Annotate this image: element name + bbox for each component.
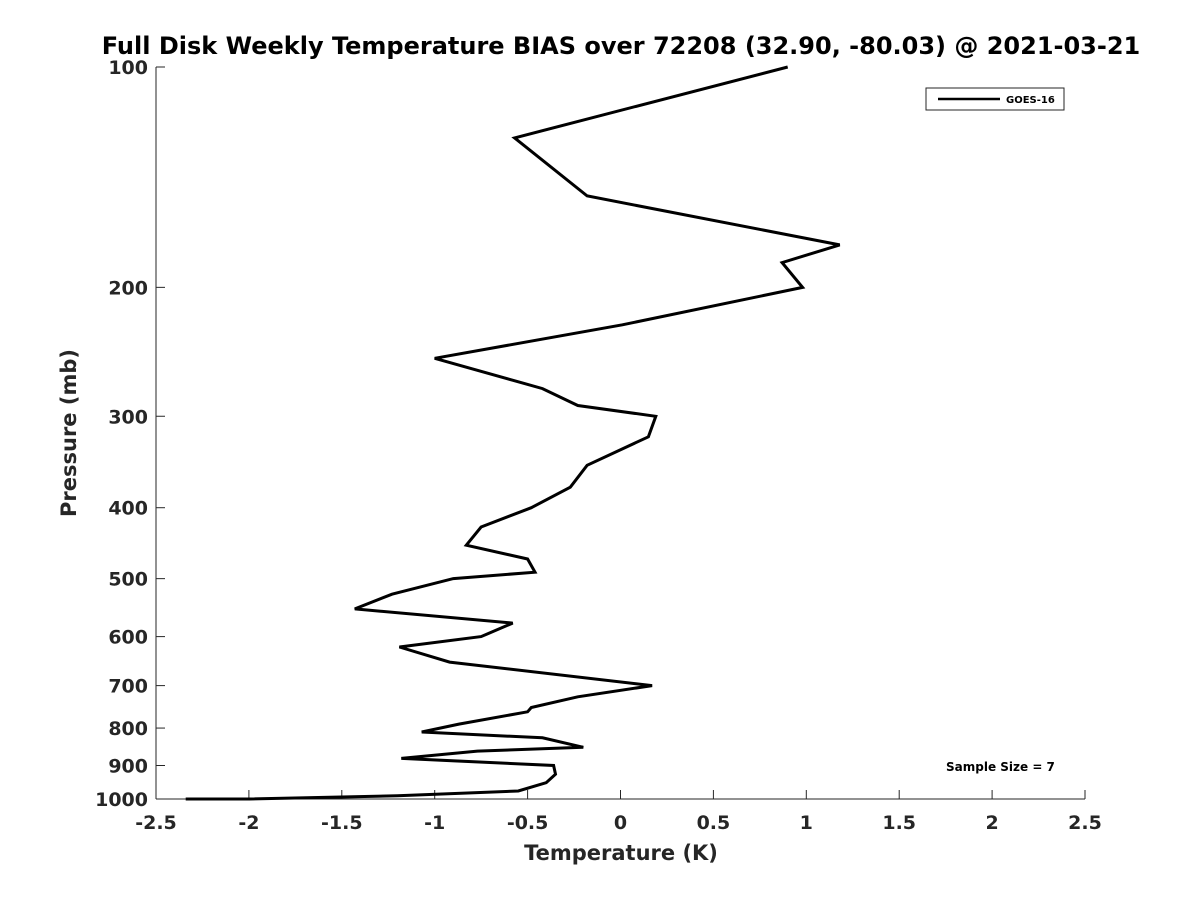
- series-line-goes16: [185, 65, 841, 801]
- x-tick-label: -0.5: [507, 812, 549, 834]
- y-tick-label: 500: [108, 569, 148, 591]
- y-axis-ticks: 100 200 300 400 500 600 700 800 900 1000: [95, 57, 165, 811]
- x-tick-label: -2: [238, 812, 259, 834]
- y-tick-label: 300: [108, 406, 148, 428]
- y-tick-label: 600: [108, 627, 148, 649]
- chart-title: Full Disk Weekly Temperature BIAS over 7…: [102, 32, 1141, 60]
- x-tick-label: 2.5: [1068, 812, 1102, 834]
- y-tick-label: 200: [108, 277, 148, 299]
- x-tick-label: 1: [800, 812, 813, 834]
- x-tick-label: 0.5: [697, 812, 731, 834]
- y-axis-label: Pressure (mb): [57, 349, 81, 517]
- x-tick-label: 0: [614, 812, 627, 834]
- y-tick-label: 700: [108, 676, 148, 698]
- x-tick-label: 2: [985, 812, 998, 834]
- y-tick-label: 400: [108, 498, 148, 520]
- x-tick-label: 1.5: [882, 812, 916, 834]
- y-tick-label: 1000: [95, 789, 148, 811]
- y-tick-label: 900: [108, 756, 148, 778]
- y-tick-label: 100: [108, 57, 148, 79]
- series-group: [185, 65, 841, 801]
- sample-size-annotation: Sample Size = 7: [946, 760, 1055, 774]
- x-tick-label: -2.5: [135, 812, 177, 834]
- x-tick-label: -1.5: [321, 812, 363, 834]
- x-tick-label: -1: [424, 812, 445, 834]
- legend: GOES-16: [925, 87, 1065, 111]
- x-axis-label: Temperature (K): [524, 841, 718, 865]
- legend-label-goes16: GOES-16: [1006, 95, 1055, 106]
- y-tick-label: 800: [108, 718, 148, 740]
- x-axis-ticks: -2.5 -2 -1.5 -1 -0.5 0 0.5 1 1.5 2 2.5: [135, 790, 1102, 834]
